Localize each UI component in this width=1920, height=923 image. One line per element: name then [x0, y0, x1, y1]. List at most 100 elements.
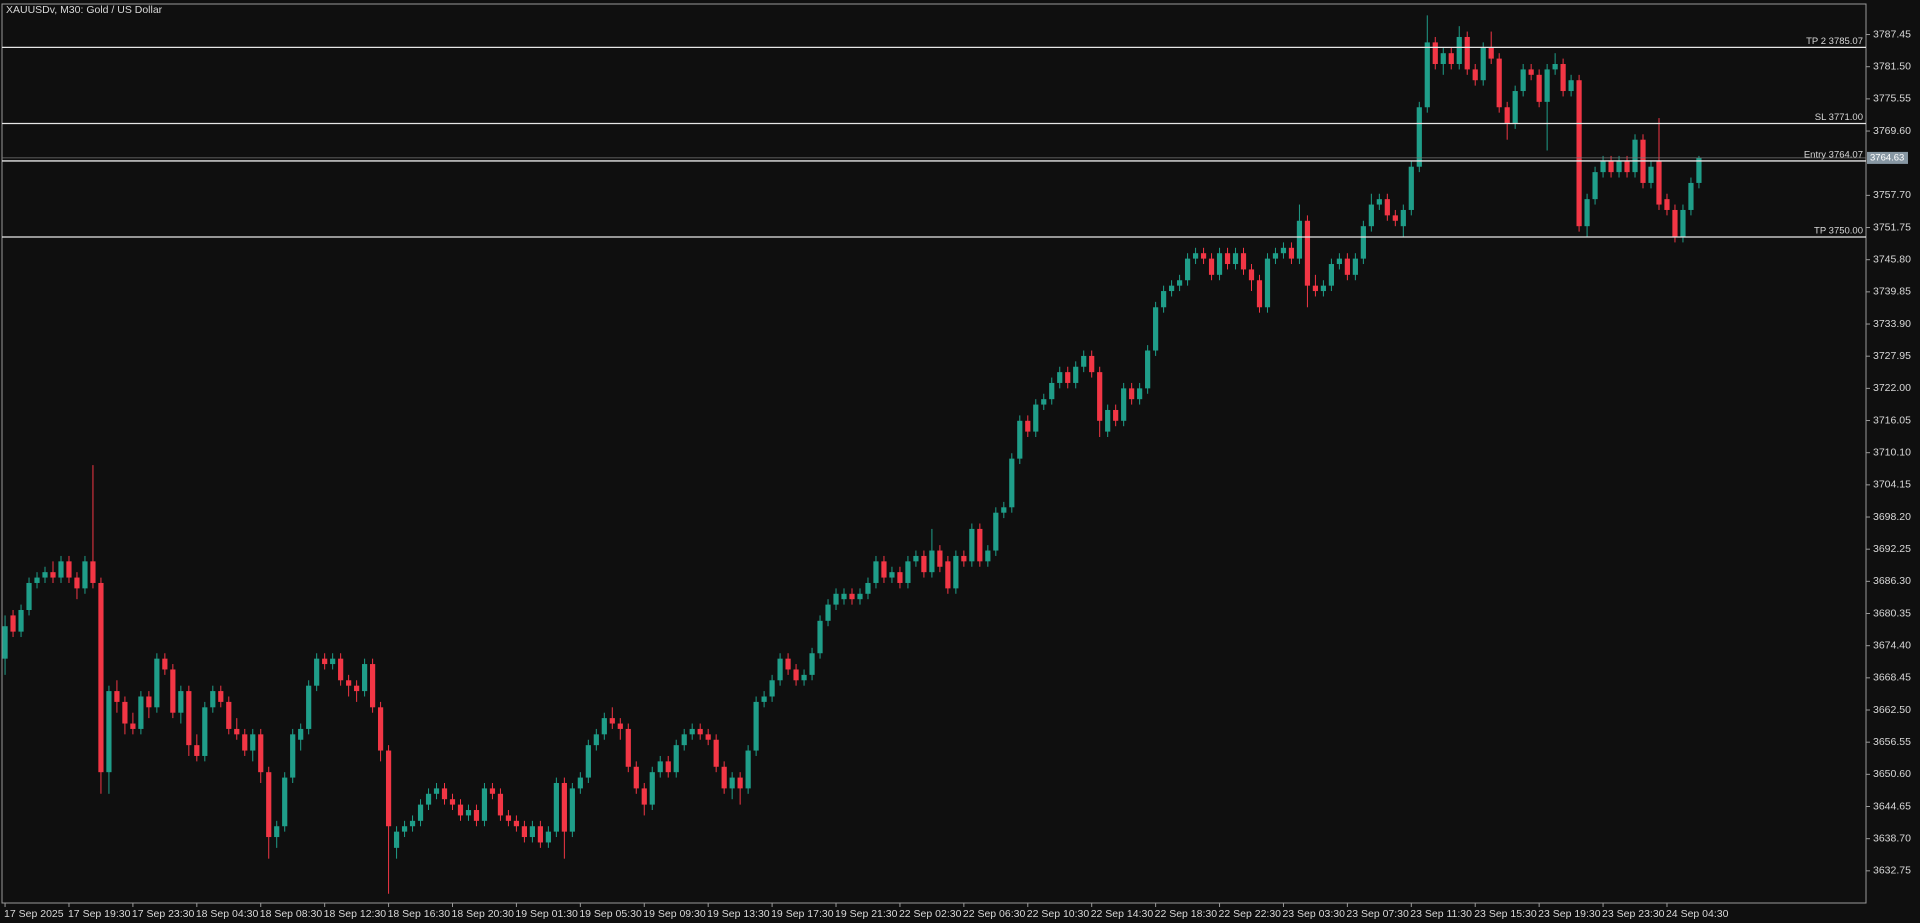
x-tick-label: 23 Sep 11:30 [1410, 908, 1472, 920]
candle-body [1240, 253, 1247, 270]
candle-body [34, 577, 40, 583]
x-tick-label: 22 Sep 22:30 [1219, 908, 1282, 920]
candle-body [921, 555, 927, 573]
candle-body [1089, 355, 1095, 373]
candle-body [569, 788, 575, 832]
y-tick-label: 3674.40 [1873, 639, 1911, 651]
x-tick-label: 18 Sep 12:30 [324, 908, 387, 920]
candle-body [801, 674, 807, 681]
candle-body [385, 750, 392, 827]
y-tick-label: 3656.55 [1873, 736, 1911, 748]
candle-body [849, 593, 855, 600]
candle-body [122, 701, 128, 724]
candle-body [961, 555, 967, 562]
candle-body [1049, 382, 1055, 400]
candle-body [1073, 366, 1079, 383]
x-tick-label: 17 Sep 19:30 [68, 908, 131, 920]
candle-body [218, 691, 224, 702]
candle-body [1057, 372, 1063, 383]
candle-body [1153, 307, 1159, 351]
candle-body [977, 528, 983, 562]
candle-body [82, 561, 88, 589]
candle-body [1025, 420, 1031, 432]
candle-body [1105, 409, 1111, 432]
candle-body [409, 820, 416, 827]
candle-body [1065, 372, 1071, 383]
candle-body [1216, 253, 1223, 275]
x-tick-label: 19 Sep 09:30 [643, 908, 706, 920]
candle-body [1560, 64, 1566, 92]
candle-body [425, 793, 432, 805]
candle-body [50, 572, 56, 578]
y-tick-label: 3668.45 [1873, 672, 1911, 684]
y-tick-label: 3686.30 [1873, 575, 1911, 587]
candle-body [282, 777, 288, 827]
candle-body [497, 793, 504, 816]
candle-body [1536, 74, 1542, 102]
candle-body [154, 658, 160, 708]
candle-body [785, 658, 791, 670]
candle-body [1200, 253, 1207, 259]
candle-body [489, 788, 496, 794]
candle-body [226, 701, 232, 729]
candle-body [513, 820, 520, 827]
candle-body [1264, 258, 1271, 308]
candle-body [553, 782, 559, 832]
candle-body [665, 761, 671, 773]
y-tick-label: 3727.95 [1873, 350, 1911, 362]
candle-body [1664, 199, 1670, 210]
candle-body [777, 658, 783, 681]
candle-body [1600, 161, 1606, 173]
candle-body [1161, 291, 1167, 308]
candle-body [841, 593, 847, 600]
chart-title: XAUUSDv, M30: Gold / US Dollar [6, 4, 163, 16]
candle-body [1456, 36, 1462, 65]
x-tick-label: 22 Sep 10:30 [1027, 908, 1090, 920]
candle-body [1017, 420, 1023, 459]
candle-body [1304, 220, 1311, 286]
candle-body [761, 696, 767, 702]
y-tick-label: 3757.70 [1873, 189, 1911, 201]
x-tick-label: 18 Sep 08:30 [260, 908, 323, 920]
candle-body [2, 626, 8, 659]
candle-body [857, 593, 863, 600]
candle-body [873, 561, 879, 583]
candle-body [689, 728, 695, 735]
candle-body [314, 658, 320, 686]
last-price-tag [1867, 151, 1908, 164]
candle-body [377, 707, 384, 751]
candle-body [98, 582, 104, 773]
x-tick-label: 22 Sep 02:30 [899, 908, 962, 920]
level-label: TP 3750.00 [1814, 226, 1863, 237]
candle-body [1520, 69, 1526, 92]
candle-body [633, 766, 639, 789]
candle-body [1169, 285, 1175, 292]
candle-body [825, 604, 831, 621]
candle-body [793, 669, 799, 681]
candle-body [865, 582, 871, 594]
candle-body [833, 593, 839, 605]
candle-body [346, 680, 352, 686]
candle-body [641, 788, 647, 805]
candle-body [66, 561, 72, 578]
candle-body [1344, 258, 1350, 275]
candle-body [1001, 507, 1007, 513]
candle-body [58, 561, 64, 578]
candle-body [1448, 53, 1454, 65]
candle-body [737, 777, 743, 789]
candle-body [266, 772, 272, 838]
candle-body [473, 810, 480, 821]
candle-body [274, 826, 280, 838]
x-tick-label: 23 Sep 03:30 [1282, 908, 1345, 920]
candle-body [146, 696, 152, 708]
candle-body [170, 669, 176, 713]
candle-body [138, 696, 144, 729]
candle-body [1432, 42, 1438, 65]
x-tick-label: 22 Sep 06:30 [963, 908, 1026, 920]
y-tick-label: 3662.50 [1873, 704, 1911, 716]
candle-body [1360, 226, 1366, 259]
candle-body [26, 582, 32, 611]
candle-body [1248, 269, 1255, 281]
